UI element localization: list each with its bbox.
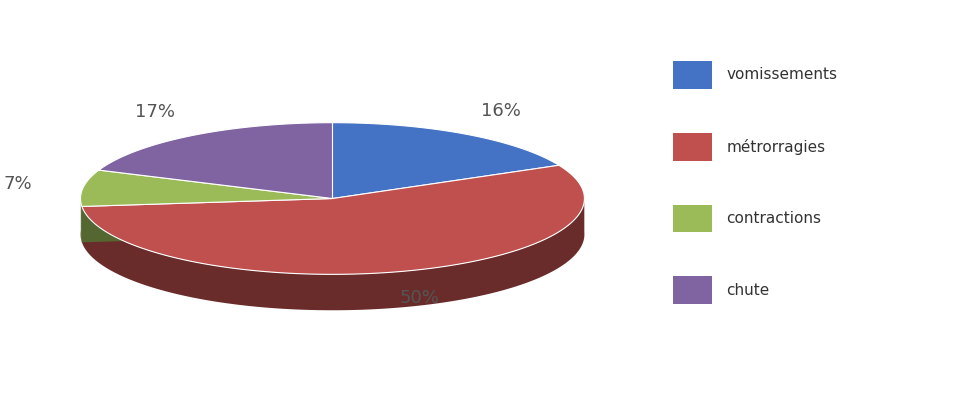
Text: 17%: 17% xyxy=(135,104,175,121)
Text: vomissements: vomissements xyxy=(727,67,838,82)
Polygon shape xyxy=(82,165,584,274)
FancyBboxPatch shape xyxy=(673,204,712,233)
Text: contractions: contractions xyxy=(727,211,821,226)
Polygon shape xyxy=(81,195,82,242)
Polygon shape xyxy=(82,199,332,242)
Text: chute: chute xyxy=(727,283,769,298)
FancyBboxPatch shape xyxy=(673,61,712,89)
Text: 16%: 16% xyxy=(481,102,520,119)
FancyBboxPatch shape xyxy=(673,133,712,161)
Polygon shape xyxy=(332,123,559,199)
Polygon shape xyxy=(82,199,332,242)
Polygon shape xyxy=(81,170,332,206)
FancyBboxPatch shape xyxy=(673,276,712,304)
Polygon shape xyxy=(82,196,584,310)
Text: métrorragies: métrorragies xyxy=(727,139,825,154)
Text: 50%: 50% xyxy=(400,289,440,307)
Polygon shape xyxy=(99,123,332,199)
Text: 7%: 7% xyxy=(4,175,32,193)
